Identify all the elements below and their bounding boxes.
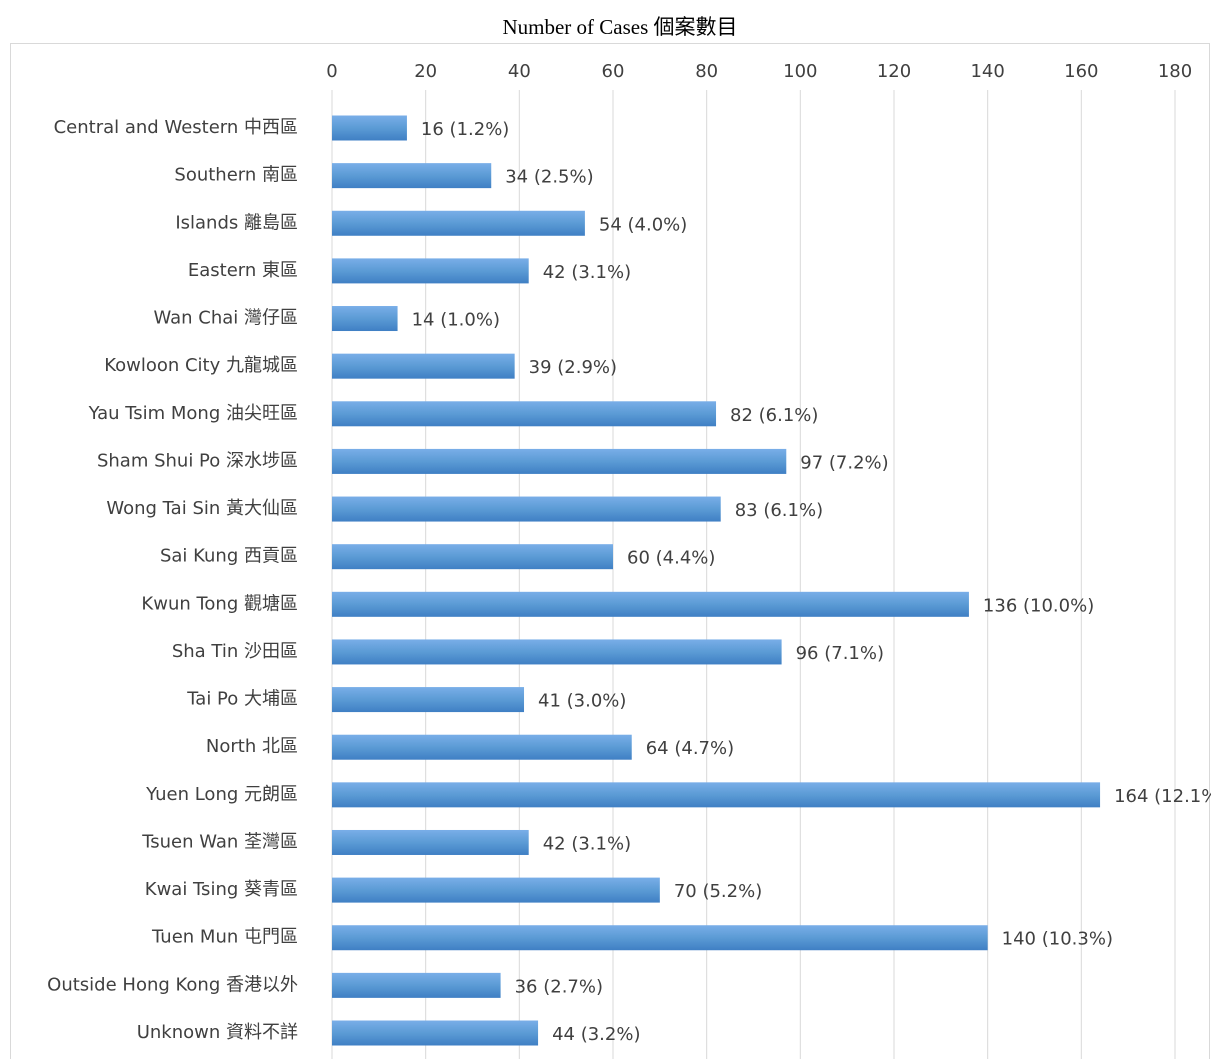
bar (332, 115, 407, 141)
bar (332, 877, 660, 903)
value-label: 60 (4.4%) (627, 548, 715, 569)
bar (332, 972, 501, 998)
bar (332, 306, 398, 332)
bar (332, 448, 787, 474)
y-tick-label: Kowloon City 九龍城區 (104, 355, 298, 376)
x-tick-label: 60 (602, 61, 625, 82)
value-label: 42 (3.1%) (543, 833, 631, 854)
value-label: 64 (4.7%) (646, 738, 734, 759)
x-tick-label: 20 (414, 61, 437, 82)
y-tick-label: Outside Hong Kong 香港以外 (47, 974, 298, 995)
x-tick-label: 40 (508, 61, 531, 82)
value-label: 82 (6.1%) (730, 405, 818, 426)
bar (332, 829, 529, 855)
bar (332, 782, 1101, 808)
value-label: 16 (1.2%) (421, 119, 509, 140)
y-tick-label: Kwun Tong 觀塘區 (141, 593, 298, 614)
y-tick-label: Yau Tsim Mong 油尖旺區 (88, 403, 298, 424)
chart-border (10, 43, 1210, 1059)
bar (332, 591, 969, 617)
value-label: 97 (7.2%) (800, 452, 888, 473)
bar (332, 163, 492, 189)
bar (332, 496, 721, 522)
bar (332, 544, 613, 570)
y-tick-label: Southern 南區 (174, 165, 298, 186)
x-tick-label: 160 (1064, 61, 1098, 82)
y-tick-label: Sha Tin 沙田區 (172, 641, 298, 662)
y-tick-label: Eastern 東區 (188, 260, 298, 281)
bar (332, 210, 585, 236)
value-label: 136 (10.0%) (983, 595, 1094, 616)
y-tick-label: North 北區 (206, 736, 298, 757)
bar (332, 734, 632, 760)
value-label: 83 (6.1%) (735, 500, 823, 521)
bar (332, 401, 717, 427)
value-label: 41 (3.0%) (538, 691, 626, 712)
value-label: 39 (2.9%) (529, 357, 617, 378)
x-tick-label: 0 (326, 61, 337, 82)
chart-title: Number of Cases 個案數目 (502, 15, 737, 39)
bar (332, 687, 525, 713)
bar (332, 1020, 539, 1046)
x-tick-label: 180 (1158, 61, 1192, 82)
y-tick-label: Wan Chai 灣仔區 (153, 308, 298, 329)
value-label: 42 (3.1%) (543, 262, 631, 283)
y-tick-label: Central and Western 中西區 (54, 117, 298, 138)
x-tick-label: 140 (970, 61, 1004, 82)
value-label: 34 (2.5%) (505, 167, 593, 188)
value-label: 96 (7.1%) (796, 643, 884, 664)
value-label: 36 (2.7%) (515, 976, 603, 997)
y-tick-label: Unknown 資料不詳 (137, 1022, 298, 1043)
value-label: 140 (10.3%) (1002, 929, 1113, 950)
x-tick-label: 80 (695, 61, 718, 82)
bar (332, 925, 988, 951)
value-label: 14 (1.0%) (412, 310, 500, 331)
y-tick-label: Kwai Tsing 葵青區 (145, 879, 298, 900)
y-tick-label: Sai Kung 西貢區 (160, 546, 298, 567)
bar (332, 639, 782, 665)
bar (332, 353, 515, 379)
y-tick-label: Islands 離島區 (175, 212, 298, 233)
y-tick-label: Sham Shui Po 深水埗區 (97, 450, 298, 471)
y-tick-label: Yuen Long 元朗區 (145, 784, 298, 805)
y-tick-label: Tsuen Wan 荃灣區 (141, 831, 298, 852)
value-label: 164 (12.1%) (1114, 786, 1211, 807)
value-label: 70 (5.2%) (674, 881, 762, 902)
y-tick-label: Tai Po 大埔區 (186, 689, 298, 710)
x-tick-label: 100 (783, 61, 817, 82)
bar (332, 258, 529, 284)
y-tick-label: Tuen Mun 屯門區 (151, 927, 298, 948)
y-tick-label: Wong Tai Sin 黃大仙區 (106, 498, 298, 519)
value-label: 44 (3.2%) (552, 1024, 640, 1045)
x-tick-label: 120 (877, 61, 911, 82)
value-label: 54 (4.0%) (599, 214, 687, 235)
